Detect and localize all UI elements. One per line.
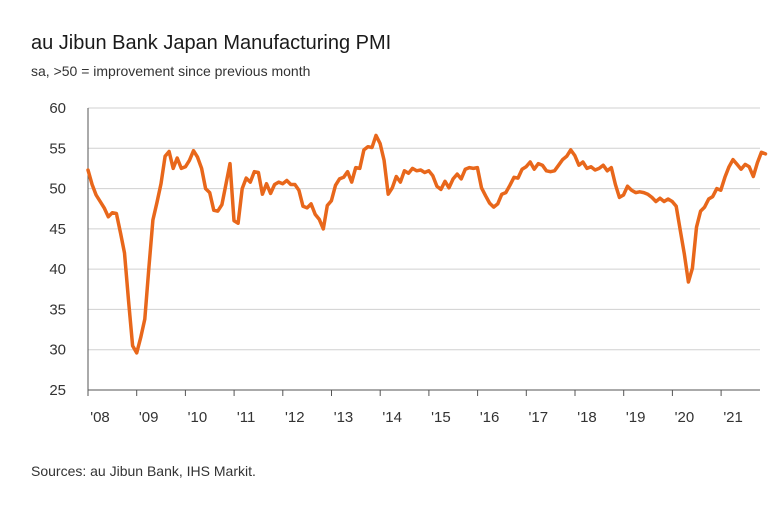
y-tick-label: 40 xyxy=(49,261,66,278)
x-axis: '08 '09 '10 '11 '12 '13 '14 '15 '16 '17 '18 '19 '20 '… xyxy=(87,389,760,426)
y-tick-label: 25 xyxy=(49,382,66,399)
series-group xyxy=(86,133,768,355)
gridlines xyxy=(88,107,760,351)
series-line-0 xyxy=(86,133,768,355)
y-tick-label: 45 xyxy=(49,221,66,238)
x-tick-label: '08 xyxy=(90,409,110,426)
y-tick-label: 50 xyxy=(49,181,66,198)
x-tick-label: '19 xyxy=(626,409,646,426)
x-tick-label: '17 xyxy=(529,409,549,426)
y-tick-label: 30 xyxy=(49,342,66,359)
x-tick-label: '10 xyxy=(188,409,208,426)
chart-subtitle: sa, >50 = improvement since previous mon… xyxy=(31,63,311,79)
x-tick-label: '18 xyxy=(577,409,597,426)
x-tick-label: '15 xyxy=(431,409,451,426)
x-tick-label: '11 xyxy=(237,409,255,426)
x-tick-label: '13 xyxy=(334,409,354,426)
x-tick-label: '14 xyxy=(382,409,402,426)
x-tick-label: '09 xyxy=(139,409,159,426)
chart-title: au Jibun Bank Japan Manufacturing PMI xyxy=(31,32,392,54)
y-axis: 25 30 35 40 45 50 55 60 xyxy=(49,100,89,399)
y-tick-label: 55 xyxy=(49,140,66,157)
chart-source: Sources: au Jibun Bank, IHS Markit. xyxy=(31,463,256,479)
x-tick-label: '16 xyxy=(480,409,500,426)
x-tick-label: '21 xyxy=(723,409,743,426)
y-tick-label: 60 xyxy=(49,100,66,117)
x-tick-label: '12 xyxy=(285,409,305,426)
y-tick-label: 35 xyxy=(49,301,66,318)
x-tick-label: '20 xyxy=(675,409,695,426)
